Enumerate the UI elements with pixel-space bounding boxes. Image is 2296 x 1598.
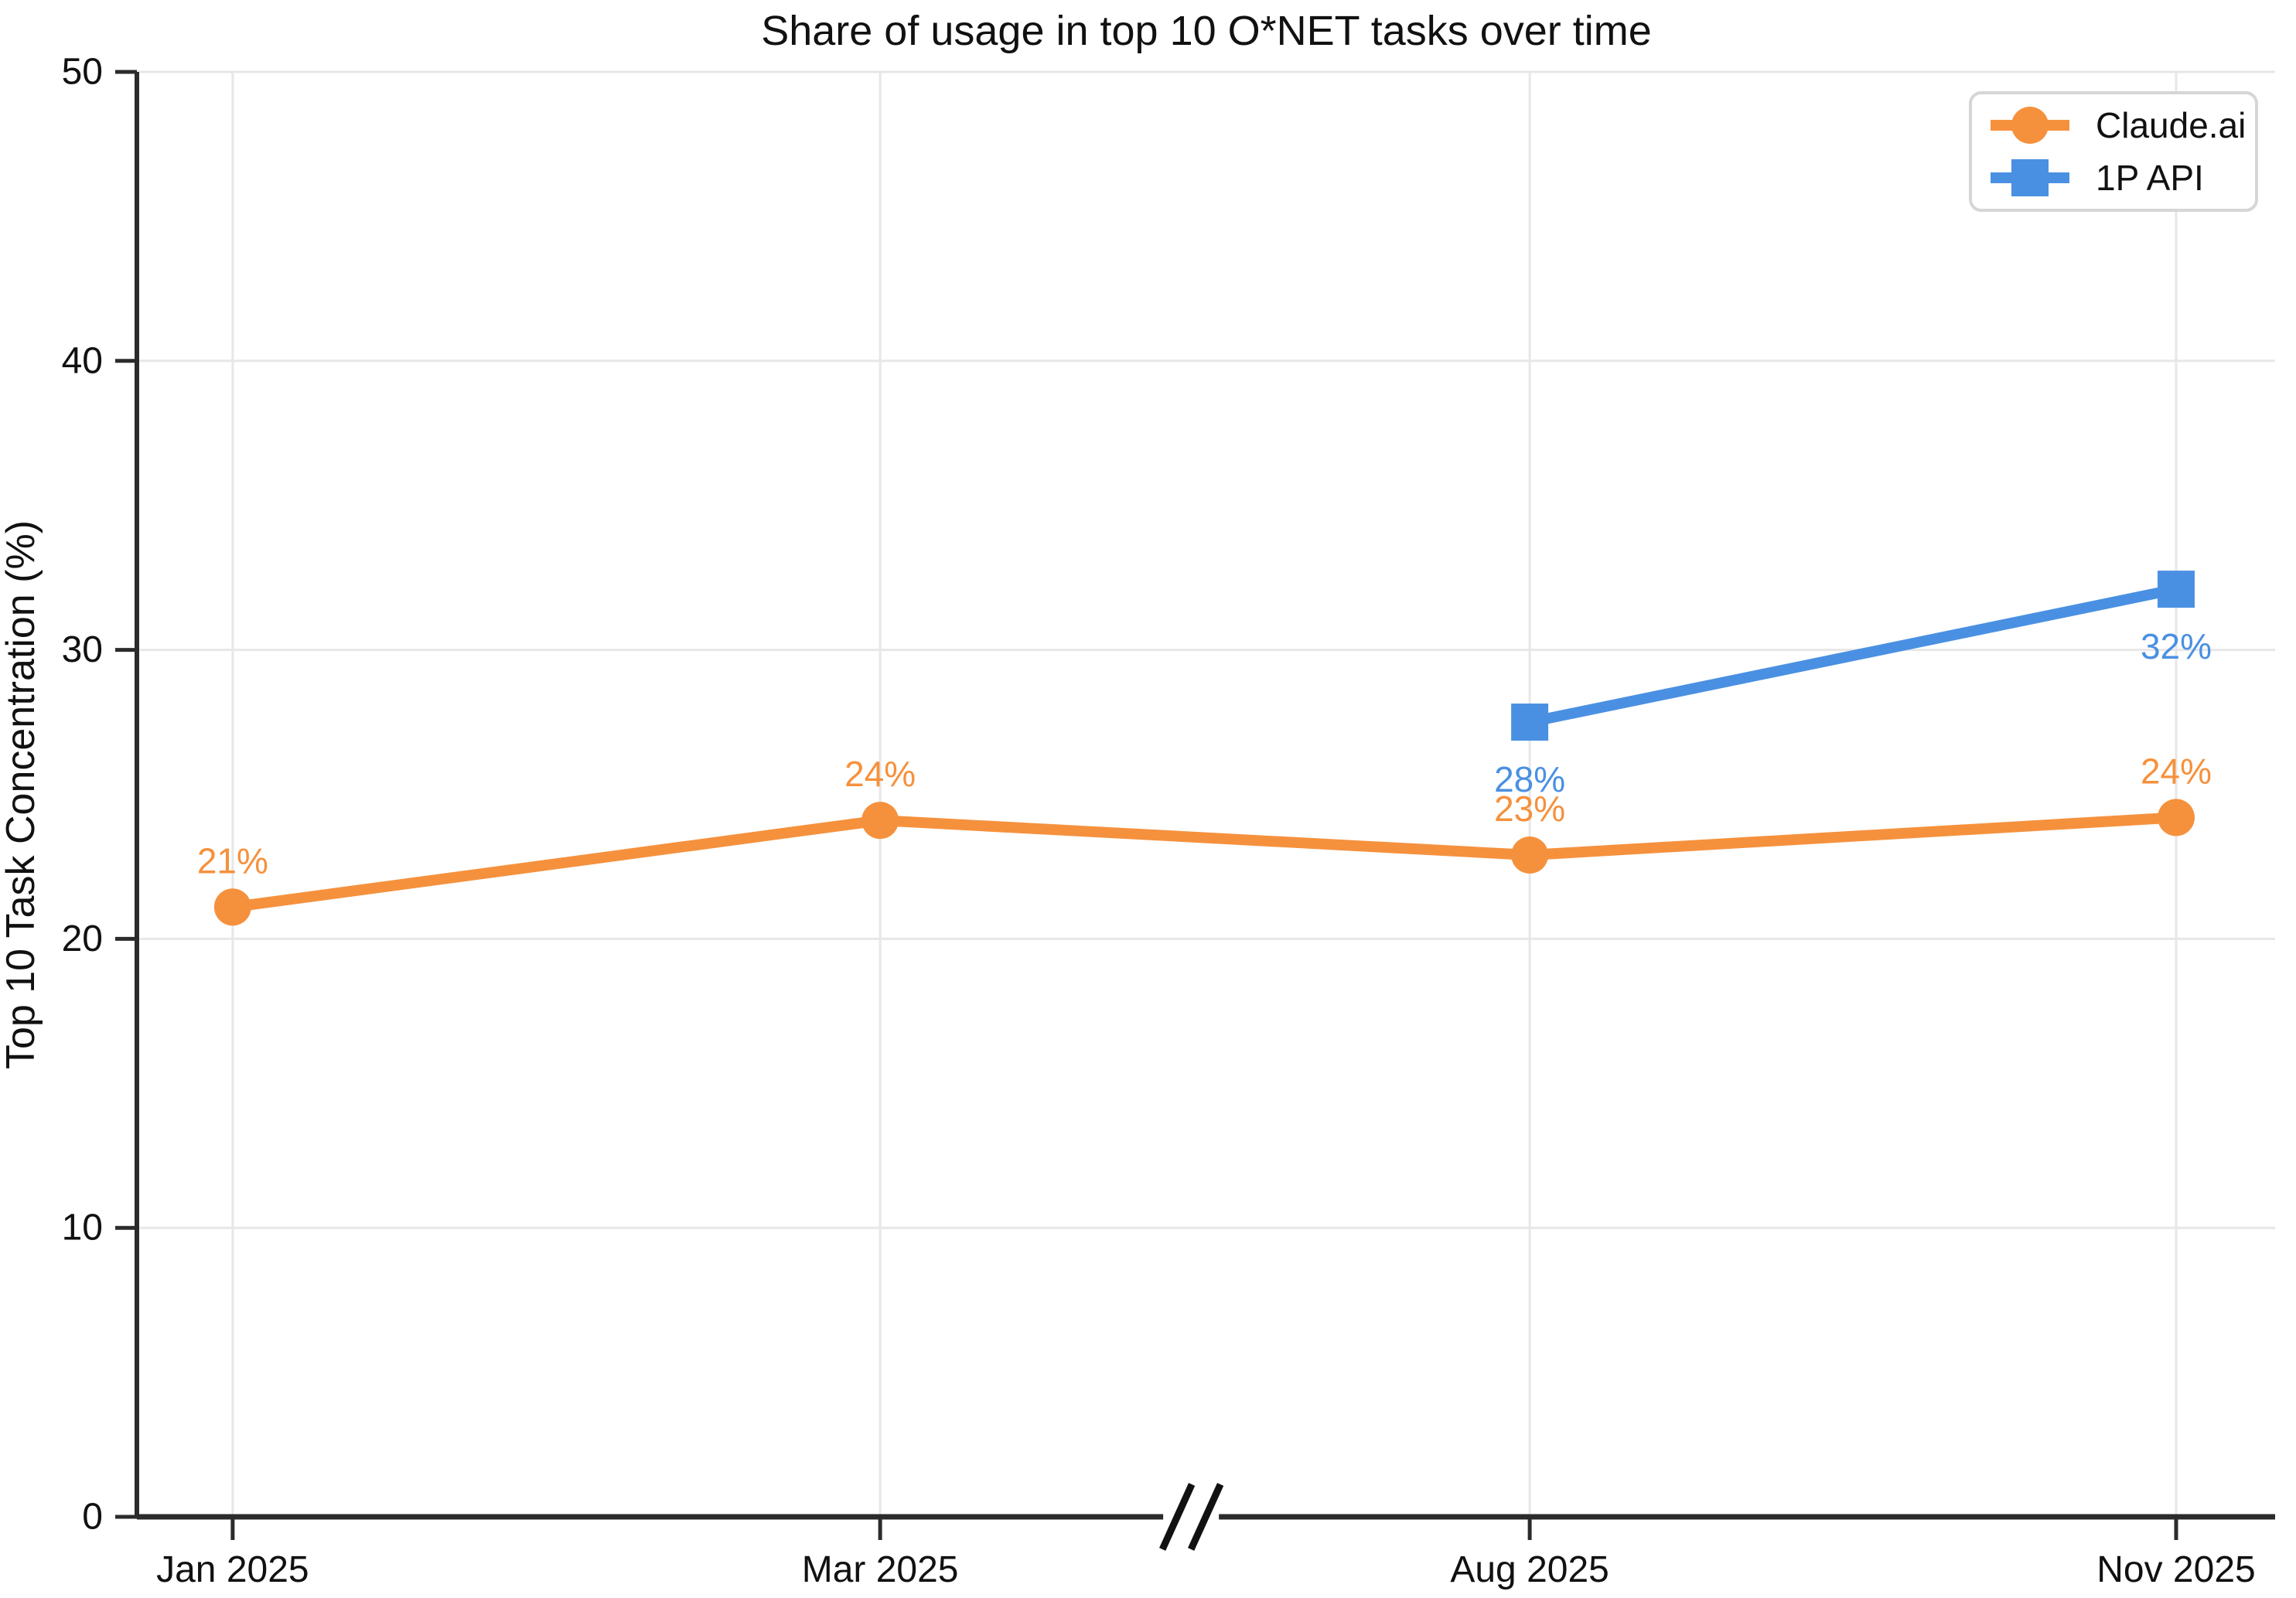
series-line-claude-ai	[227, 812, 2182, 913]
y-tick-label: 20	[62, 918, 103, 959]
axis-break-slash-icon	[1188, 1483, 1224, 1551]
marker-circle-claude-ai	[213, 888, 251, 926]
series-line-1p-api	[1524, 584, 2182, 728]
legend-label-1p-api: 1P API	[2096, 158, 2204, 198]
y-axis-title: Top 10 Task Concentration (%)	[0, 520, 43, 1069]
x-tick-label: Nov 2025	[2096, 1549, 2255, 1590]
value-label-claude-ai: 21%	[197, 840, 268, 881]
chart-title: Share of usage in top 10 O*NET tasks ove…	[761, 8, 1652, 54]
y-tick-label: 10	[62, 1208, 103, 1249]
y-tick-label: 30	[62, 629, 103, 670]
gridlines	[137, 70, 2275, 1517]
x-tick-label: Jan 2025	[156, 1549, 309, 1590]
value-label-claude-ai: 24%	[2141, 751, 2212, 791]
value-label-1p-api: 32%	[2141, 626, 2212, 666]
value-labels: 21% 24% 23% 24% 28% 32%	[197, 626, 2212, 881]
claude-ai-line-circle-marker-icon	[1991, 107, 2069, 144]
axis-break-slash-icon	[1159, 1483, 1196, 1551]
x-tick-label: Mar 2025	[802, 1549, 959, 1590]
value-label-claude-ai: 23%	[1494, 789, 1565, 829]
marker-circle-claude-ai	[861, 802, 899, 840]
marker-square-1p-api	[1511, 704, 1549, 741]
x-tick-label: Aug 2025	[1450, 1549, 1609, 1590]
legend-item-1p-api: 1P API	[1989, 152, 2255, 204]
y-tick-label: 50	[62, 52, 103, 93]
marker-circle-claude-ai	[1511, 836, 1549, 874]
value-label-1p-api: 28%	[1494, 759, 1565, 799]
y-tick-label: 0	[82, 1497, 103, 1538]
legend-item-claude-ai: Claude.ai	[1989, 99, 2255, 152]
value-label-claude-ai: 24%	[844, 754, 916, 794]
series	[213, 571, 2195, 926]
y-tick-label: 40	[62, 340, 103, 381]
legend-label-claude-ai: Claude.ai	[2096, 105, 2247, 145]
axes: 0 10 20 30 40 50 Jan 2025 Mar 2025 Aug 2025 Nov 2…	[62, 52, 2275, 1590]
marker-circle-claude-ai	[2157, 799, 2195, 836]
marker-square-1p-api	[2157, 571, 2195, 608]
legend: Claude.ai 1P API	[1969, 91, 2258, 212]
1p-api-line-square-marker-icon	[1991, 159, 2069, 196]
